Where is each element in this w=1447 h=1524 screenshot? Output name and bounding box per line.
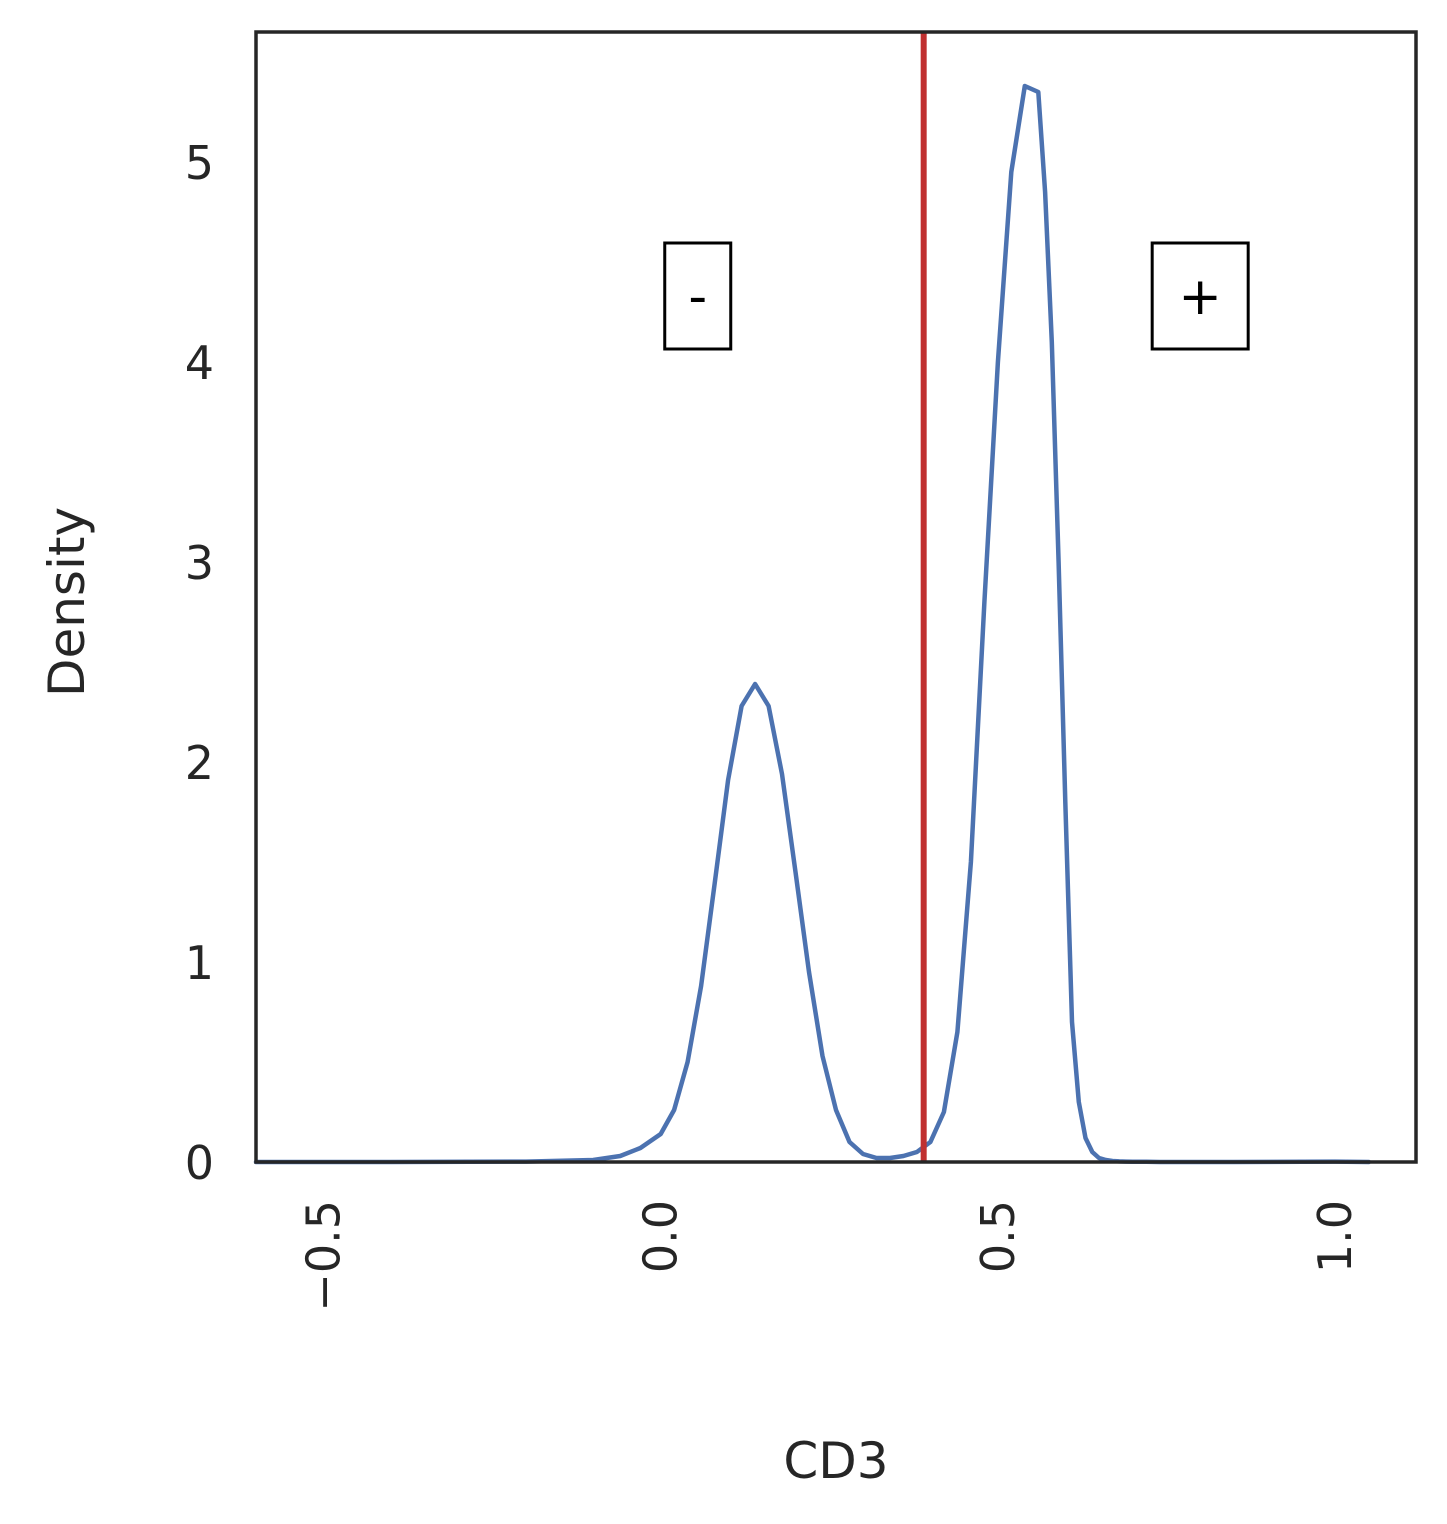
x-tick-label-1: 0.0 <box>634 1200 688 1273</box>
x-axis-label: CD3 <box>783 1432 888 1490</box>
y-tick-label-4: 4 <box>185 336 214 390</box>
plot-frame <box>254 30 1418 1164</box>
x-tick-label-3: 1.0 <box>1308 1200 1362 1273</box>
annotation-box-0 <box>663 241 733 351</box>
y-tick-label-5: 5 <box>185 136 214 190</box>
y-tick-label-0: 0 <box>185 1136 214 1190</box>
annotation-label-1: + <box>1178 267 1222 327</box>
tick-labels: −0.5 0.0 0.5 1.0 0 1 2 3 4 5 <box>185 136 1362 1312</box>
annotation-label-0: - <box>688 267 707 327</box>
y-tick-label-2: 2 <box>185 736 214 790</box>
y-tick-label-3: 3 <box>185 536 214 590</box>
annotation-box-1 <box>1150 241 1250 351</box>
x-tick-label-0: −0.5 <box>296 1200 350 1312</box>
y-tick-label-1: 1 <box>185 936 214 990</box>
x-tick-label-2: 0.5 <box>971 1200 1025 1273</box>
y-axis-label: Density <box>38 507 96 697</box>
